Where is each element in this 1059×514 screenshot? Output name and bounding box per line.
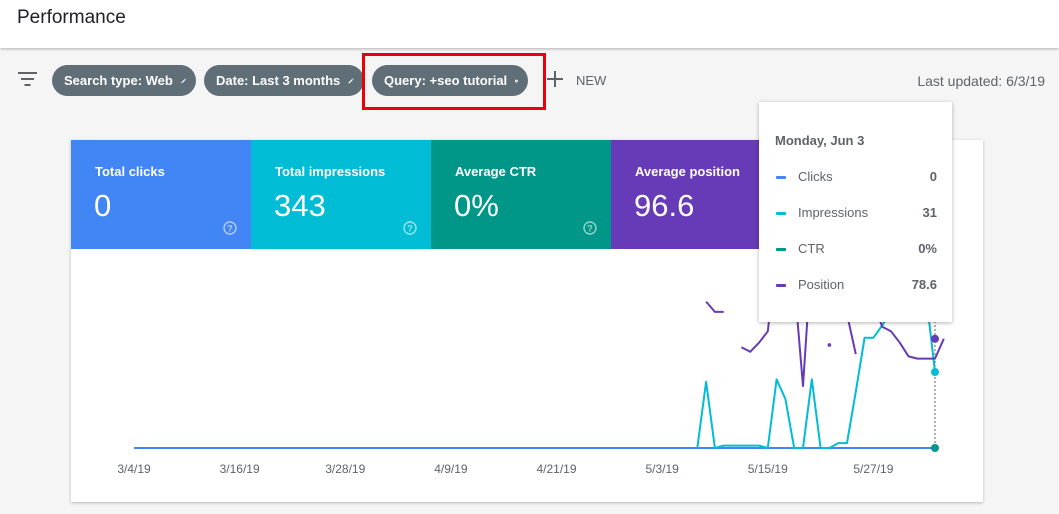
metric-value: 96.6	[634, 188, 695, 223]
metric-label: Total impressions	[275, 164, 386, 179]
search-type-chip[interactable]: Search type: Web	[52, 65, 196, 96]
tooltip-metric-name: CTR	[798, 241, 825, 256]
edit-icon[interactable]	[181, 74, 186, 88]
legend-swatch	[776, 248, 786, 251]
highlight-box	[362, 53, 546, 110]
chip-label: Query: +seo tutorial	[384, 73, 508, 88]
close-circle-icon[interactable]	[515, 74, 518, 88]
x-tick-label: 4/21/19	[536, 462, 576, 476]
tooltip-metric-value: 31	[922, 205, 937, 220]
svg-text:?: ?	[407, 224, 413, 234]
svg-text:?: ?	[227, 224, 233, 234]
data-point-position	[931, 334, 939, 343]
tooltip-metric-name: Position	[798, 277, 845, 292]
tooltip-row-clicks: Clicks 0	[775, 169, 937, 185]
metric-value: 0%	[454, 188, 499, 223]
metric-label: Average CTR	[455, 164, 537, 179]
legend-swatch	[776, 176, 786, 179]
help-icon[interactable]: ?	[403, 221, 417, 235]
metric-average-ctr[interactable]: Average CTR 0% ?	[431, 140, 611, 249]
tooltip-metric-value: 0%	[918, 241, 937, 256]
x-tick-label: 3/16/19	[220, 462, 260, 476]
tooltip-metric-name: Clicks	[798, 169, 833, 184]
help-icon[interactable]: ?	[223, 221, 237, 235]
last-updated-text: Last updated: 6/3/19	[917, 73, 1045, 89]
chip-label: Date: Last 3 months	[216, 73, 341, 88]
date-chip[interactable]: Date: Last 3 months	[204, 65, 364, 96]
tooltip-date: Monday, Jun 3	[775, 133, 865, 148]
tooltip-row-ctr: CTR 0%	[775, 241, 937, 257]
filter-bar: Search type: Web Date: Last 3 months Que…	[0, 48, 1059, 113]
x-tick-label: 5/15/19	[748, 462, 788, 476]
tooltip-row-impressions: Impressions 31	[775, 205, 937, 221]
metric-total-impressions[interactable]: Total impressions 343 ?	[251, 140, 431, 249]
metric-total-clicks[interactable]: Total clicks 0 ?	[71, 140, 251, 249]
data-point-ctr	[931, 444, 939, 452]
chart-tooltip: Monday, Jun 3 Clicks 0 Impressions 31 CT…	[759, 102, 952, 322]
x-tick-label: 5/3/19	[645, 462, 679, 476]
query-chip[interactable]: Query: +seo tutorial	[372, 65, 528, 96]
x-tick-label: 5/27/19	[853, 462, 893, 476]
metric-label: Average position	[635, 164, 740, 179]
tooltip-metric-value: 78.6	[911, 277, 937, 292]
page-title: Performance	[17, 7, 126, 28]
data-point-impressions	[931, 368, 939, 377]
legend-swatch	[776, 212, 786, 215]
page-header: Performance	[0, 0, 1059, 48]
tooltip-metric-value: 0	[929, 169, 937, 184]
help-icon[interactable]: ?	[583, 221, 597, 235]
x-tick-label: 3/4/19	[117, 462, 151, 476]
legend-swatch	[776, 284, 786, 287]
tooltip-row-position: Position 78.6	[775, 277, 937, 293]
edit-icon[interactable]	[348, 74, 354, 88]
x-tick-label: 4/9/19	[434, 462, 468, 476]
x-tick-label: 3/28/19	[325, 462, 365, 476]
tooltip-metric-name: Impressions	[798, 205, 869, 220]
svg-text:?: ?	[587, 224, 593, 234]
new-filter-button[interactable]: NEW	[576, 73, 607, 88]
metric-value: 343	[274, 188, 326, 223]
plus-icon[interactable]	[546, 70, 564, 88]
filter-icon[interactable]	[18, 71, 37, 87]
data-point-position	[827, 343, 832, 347]
metric-value: 0	[94, 188, 112, 223]
chip-label: Search type: Web	[64, 73, 173, 88]
metric-label: Total clicks	[95, 164, 165, 179]
